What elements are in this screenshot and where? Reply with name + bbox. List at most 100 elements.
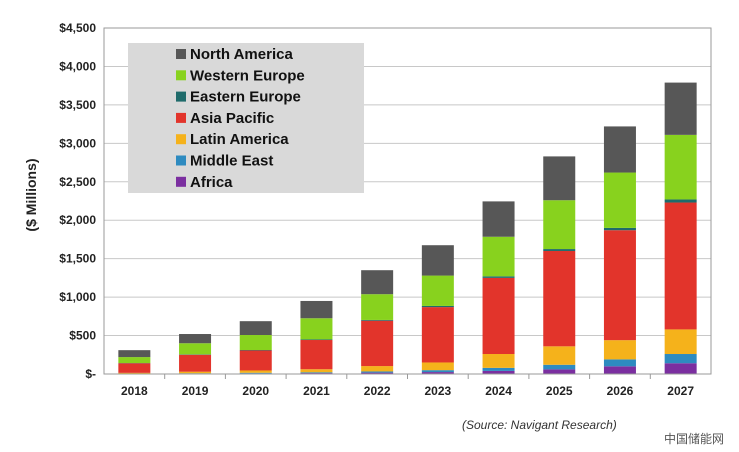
bar-segment [482,276,515,278]
bar-segment [482,277,515,355]
legend-swatch [176,112,186,123]
y-tick-labels: $- $500 $1,000 $1,500 $2,000 $2,500 $3,000 $3,5… [59,21,96,381]
bar-segment [361,319,394,321]
bar-segment [239,321,272,336]
y-tick-label: $3,500 [59,98,96,112]
legend-label: North America [190,46,293,63]
y-tick-label: $4,500 [59,21,96,35]
x-tick-labels: 2018 2019 2020 2021 2022 2023 2024 2025 2026 2027 [121,384,694,398]
bar-segment [239,350,272,371]
bar-segment [118,372,151,374]
source-note: (Source: Navigant Research) [462,418,617,432]
bars [118,82,697,374]
y-tick-label: $500 [69,329,96,343]
bar-segment [239,335,272,351]
watermark: 中国储能网 [664,432,725,446]
bar-segment [239,370,272,373]
x-tick-label: 2018 [121,384,148,398]
x-tick-label: 2025 [546,384,573,398]
bar-segment [664,363,697,374]
bar-segment [603,172,636,228]
legend-box [128,43,364,193]
bar-segment [179,334,212,344]
x-tick-label: 2019 [182,384,209,398]
bar-segment [361,371,394,373]
bar-segment [118,363,151,373]
legend-swatch [176,155,186,166]
bar-segment [421,370,454,373]
legend-label: Africa [190,174,233,191]
y-tick-label: $- [85,367,96,381]
bar-segment [543,250,576,347]
bar-segment [603,340,636,360]
bar-segment [603,366,636,374]
bar-segment [603,230,636,341]
x-tick-label: 2021 [303,384,330,398]
bar-segment [300,372,333,374]
bar-segment [300,369,333,373]
bar-segment [361,372,394,374]
bar-segment [603,359,636,367]
bar-segment [482,201,515,237]
legend-label: Middle East [190,153,273,170]
legend-label: Latin America [190,131,289,148]
legend-swatch [176,91,186,102]
bar-segment [543,369,576,374]
legend-label: Western Europe [190,67,305,84]
bar-segment [118,350,151,358]
bar-segment [664,199,697,203]
bar-segment [179,371,212,374]
legend-swatch [176,176,186,187]
bar-segment [421,275,454,306]
y-tick-label: $2,500 [59,175,96,189]
y-tick-label: $1,000 [59,290,96,304]
x-tick-label: 2023 [424,384,451,398]
bar-segment [361,366,394,372]
bar-segment [482,236,515,277]
legend-label: Asia Pacific [190,110,274,127]
bar-segment [482,370,515,374]
legend: North America Western Europe Eastern Europ… [128,43,364,193]
bar-segment [543,364,576,370]
bar-segment [664,82,697,135]
bar-segment [361,270,394,295]
bar-segment [118,357,151,364]
bar-segment [179,343,212,355]
axes [103,27,712,379]
legend-swatch [176,70,186,81]
x-tick-label: 2027 [667,384,694,398]
y-tick-label: $2,000 [59,213,96,227]
bar-segment [300,318,333,340]
y-tick-label: $1,500 [59,252,96,266]
y-axis-label: ($ Millions) [23,158,39,231]
y-tick-label: $4,000 [59,59,96,73]
bar-segment [300,340,333,370]
legend-label: Eastern Europe [190,89,301,106]
bar-segment [421,362,454,371]
bar-segment [543,200,576,250]
bar-segment [543,156,576,201]
x-tick-label: 2026 [607,384,634,398]
bar-segment [361,320,394,367]
bar-segment [179,354,212,372]
bar-segment [543,346,576,365]
y-tick-label: $3,000 [59,136,96,150]
bar-segment [664,202,697,330]
bar-segment [482,367,515,371]
bar-segment [361,294,394,320]
bar-segment [543,249,576,251]
bar-segment [664,329,697,355]
legend-swatch [176,49,186,59]
bar-segment [664,134,697,200]
bar-segment [482,354,515,368]
bar-segment [239,372,272,374]
x-tick-label: 2024 [485,384,512,398]
x-tick-label: 2022 [364,384,391,398]
bar-segment [300,339,333,341]
bar-segment [300,300,333,319]
bar-segment [421,245,454,276]
bar-segment [664,354,697,364]
bar-segment [421,305,454,308]
bar-segment [603,126,636,173]
